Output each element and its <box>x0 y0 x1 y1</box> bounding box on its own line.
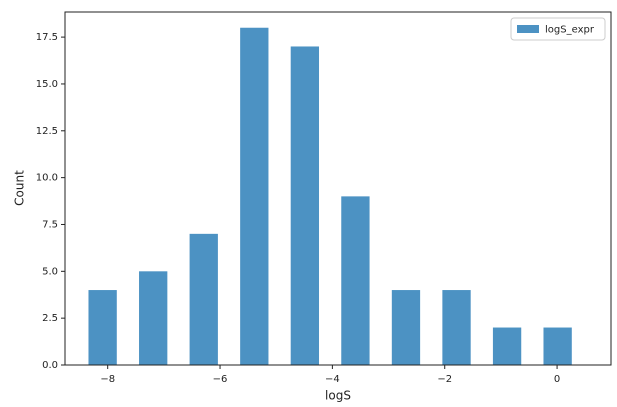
x-tick-label: −8 <box>100 374 115 385</box>
x-tick-label: 0 <box>554 374 560 385</box>
bar <box>189 233 218 365</box>
y-tick-label: 0.0 <box>42 360 58 371</box>
bar <box>139 271 168 365</box>
bar <box>240 27 269 365</box>
y-tick-label: 12.5 <box>36 126 58 137</box>
y-tick-label: 10.0 <box>36 173 58 184</box>
x-tick-label: −4 <box>325 374 340 385</box>
bar <box>442 290 471 365</box>
legend-label: logS_expr <box>545 25 595 36</box>
y-tick-label: 15.0 <box>36 79 58 90</box>
y-tick-label: 5.0 <box>42 266 58 277</box>
bar <box>391 290 421 365</box>
y-tick-label: 2.5 <box>42 313 58 324</box>
x-tick-label: −2 <box>437 374 452 385</box>
y-tick-label: 7.5 <box>42 219 58 230</box>
legend-swatch <box>517 25 539 33</box>
bar <box>290 46 320 365</box>
plot-frame <box>64 11 612 366</box>
bar <box>492 327 522 365</box>
x-tick-label: −6 <box>213 374 228 385</box>
bar <box>341 196 370 365</box>
x-axis-label: logS <box>325 389 351 403</box>
y-tick-label: 17.5 <box>36 32 58 43</box>
bar <box>88 290 117 365</box>
legend-box <box>510 17 606 41</box>
bar <box>543 327 572 365</box>
y-axis-label: Count <box>13 170 27 206</box>
